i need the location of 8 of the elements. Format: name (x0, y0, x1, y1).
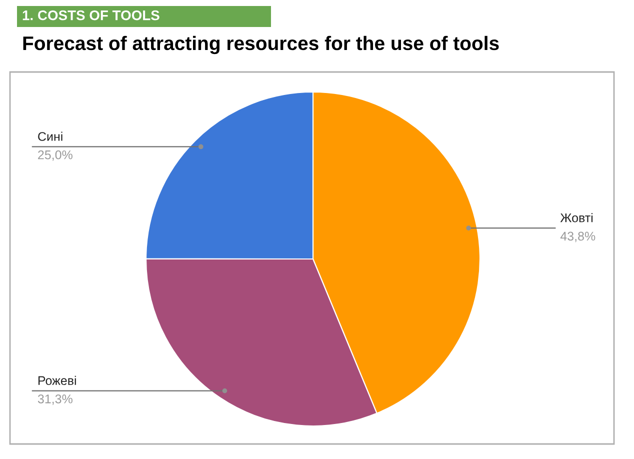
chart-subtitle: Forecast of attracting resources for the use of tools (23, 36, 499, 54)
slice-label: Сині (38, 132, 62, 141)
chart-title: 1. COSTS OF TOOLS (22, 10, 160, 20)
slice-label: Жовті (560, 213, 593, 222)
data-label: 43,8% (560, 232, 596, 242)
slice-label: Рожеві (38, 376, 76, 386)
data-label: 31,3% (38, 394, 72, 405)
data-label: 25,0% (38, 150, 72, 161)
